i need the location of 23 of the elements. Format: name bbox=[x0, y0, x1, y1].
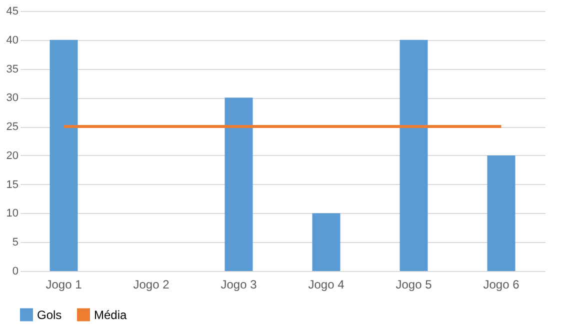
legend-label: Média bbox=[94, 308, 128, 322]
bar bbox=[400, 40, 428, 271]
legend-label: Gols bbox=[37, 308, 62, 322]
y-tick-label: 45 bbox=[6, 6, 18, 18]
y-tick-label: 0 bbox=[12, 266, 18, 278]
y-tick-label: 30 bbox=[6, 92, 18, 104]
x-tick-label: Jogo 4 bbox=[308, 278, 345, 292]
y-tick-label: 10 bbox=[6, 208, 18, 220]
y-tick-label: 25 bbox=[6, 121, 18, 134]
y-tick-label: 15 bbox=[6, 178, 18, 191]
y-tick-label: 40 bbox=[6, 34, 18, 46]
x-tick-label: Jogo 6 bbox=[483, 278, 520, 292]
bar bbox=[487, 155, 516, 271]
x-tick-label: Jogo 1 bbox=[46, 278, 82, 292]
bar bbox=[224, 98, 253, 271]
x-tick-label: Jogo 2 bbox=[133, 278, 170, 292]
y-tick-label: 5 bbox=[12, 236, 18, 249]
x-tick-label: Jogo 5 bbox=[396, 278, 432, 292]
bar bbox=[312, 213, 340, 271]
bar bbox=[50, 40, 78, 271]
x-tick-label: Jogo 3 bbox=[220, 278, 258, 292]
y-tick-label: 35 bbox=[6, 63, 18, 76]
y-tick-label: 20 bbox=[6, 150, 18, 162]
